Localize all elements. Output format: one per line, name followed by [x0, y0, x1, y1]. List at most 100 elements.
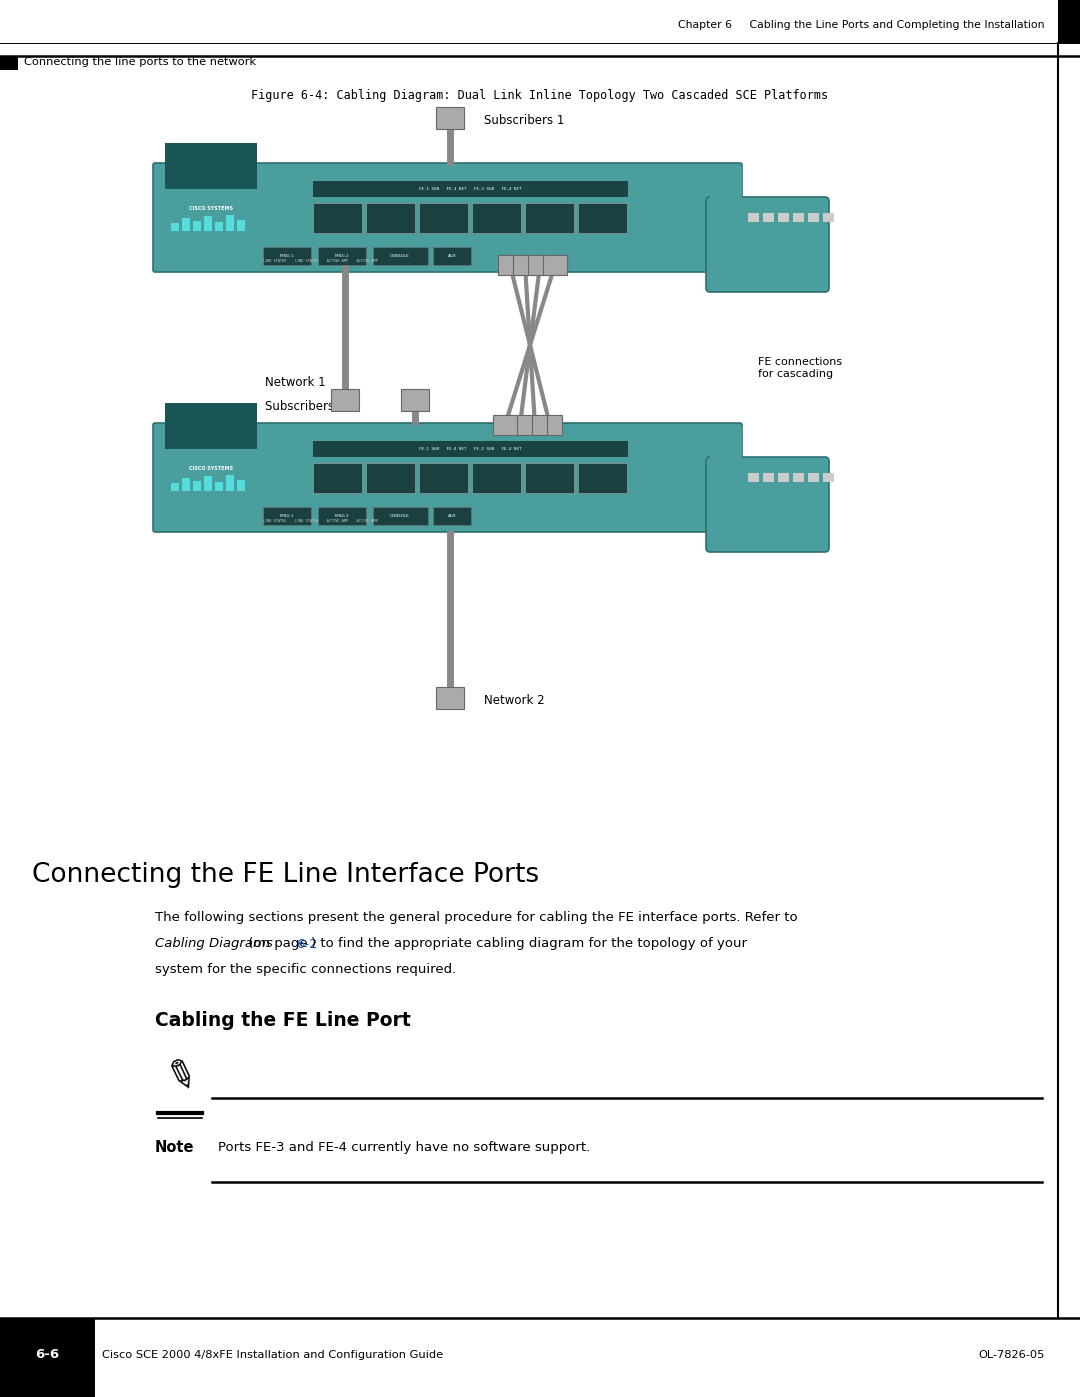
Bar [313, 203, 362, 233]
Bar [1058, 0, 1080, 43]
Bar [508, 415, 532, 434]
Text: Cabling Diagrams: Cabling Diagrams [156, 937, 273, 950]
Bar [0, 56, 18, 70]
FancyBboxPatch shape [153, 163, 742, 272]
Bar [748, 212, 759, 222]
Bar [318, 507, 366, 525]
Text: FIBRA  FIBRS  STATUS: FIBRA FIBRS STATUS [748, 447, 796, 451]
Bar [313, 182, 627, 197]
Bar [472, 462, 521, 493]
Text: CONSOLE: CONSOLE [390, 514, 410, 518]
Bar [215, 222, 222, 231]
FancyBboxPatch shape [706, 457, 829, 552]
Bar [710, 168, 742, 263]
Bar [523, 415, 546, 434]
Text: ) to find the appropriate cabling diagram for the topology of your: ) to find the appropriate cabling diagra… [311, 937, 747, 950]
Text: Connecting the FE Line Interface Ports: Connecting the FE Line Interface Ports [32, 862, 539, 888]
Text: MNG 2: MNG 2 [335, 514, 349, 518]
Text: Network 2: Network 2 [484, 693, 544, 707]
Bar [543, 256, 567, 275]
Bar [710, 427, 742, 522]
Bar [472, 203, 521, 233]
Bar [373, 247, 428, 265]
Text: (on page: (on page [244, 937, 312, 950]
Text: FE connections
for cascading: FE connections for cascading [758, 358, 842, 379]
Text: Connecting the line ports to the network: Connecting the line ports to the network [24, 57, 256, 67]
Bar [433, 247, 471, 265]
Bar [318, 247, 366, 265]
Bar [313, 441, 627, 457]
Bar [165, 402, 257, 448]
Bar [264, 507, 311, 525]
Text: MNG 1: MNG 1 [280, 254, 294, 258]
Bar [171, 224, 179, 231]
Bar [808, 212, 819, 222]
Bar [366, 203, 415, 233]
Bar [762, 474, 774, 482]
Bar [193, 221, 201, 231]
Bar [183, 478, 190, 490]
Bar [0, 1317, 95, 1397]
Text: LINK STATUS    LINK STATUS    ACTIVE AMP    ACTIVE AMP: LINK STATUS LINK STATUS ACTIVE AMP ACTIV… [264, 520, 378, 522]
FancyBboxPatch shape [706, 197, 829, 292]
Bar [366, 462, 415, 493]
Bar [401, 388, 429, 411]
Text: system for the specific connections required.: system for the specific connections requ… [156, 964, 456, 977]
Text: OL-7826-05: OL-7826-05 [978, 1350, 1045, 1361]
Bar [313, 462, 362, 493]
Text: Ports FE-3 and FE-4 currently have no software support.: Ports FE-3 and FE-4 currently have no so… [218, 1141, 591, 1154]
Bar [823, 212, 834, 222]
Bar [171, 483, 179, 490]
Bar [578, 203, 627, 233]
Bar [525, 203, 573, 233]
Bar [823, 474, 834, 482]
Bar [165, 142, 257, 189]
Text: Chapter 6     Cabling the Line Ports and Completing the Installation: Chapter 6 Cabling the Line Ports and Com… [678, 20, 1045, 29]
Text: ✎: ✎ [158, 1055, 202, 1101]
Text: FE-1 SUB   FE-4 NET   FE-2 SUB   FE-4 NET: FE-1 SUB FE-4 NET FE-2 SUB FE-4 NET [419, 187, 522, 191]
Text: CISCO SYSTEMS: CISCO SYSTEMS [189, 205, 233, 211]
Bar [373, 507, 428, 525]
Bar [436, 687, 464, 710]
Bar [436, 108, 464, 129]
Text: CONSOLE: CONSOLE [390, 254, 410, 258]
Bar [778, 212, 789, 222]
Bar [264, 247, 311, 265]
Text: Note: Note [156, 1140, 194, 1155]
Text: MNG 1: MNG 1 [280, 514, 294, 518]
Text: Cabling the FE Line Port: Cabling the FE Line Port [156, 1010, 410, 1030]
Bar [538, 415, 562, 434]
Bar [528, 256, 552, 275]
Bar [513, 256, 537, 275]
Bar [793, 212, 804, 222]
Bar [778, 474, 789, 482]
Bar [793, 474, 804, 482]
Text: AUX: AUX [447, 254, 457, 258]
Text: FIBRA  FIBRS  STATUS: FIBRA FIBRS STATUS [748, 187, 796, 191]
Text: 6-6: 6-6 [35, 1348, 59, 1362]
Bar [525, 462, 573, 493]
Bar [419, 203, 468, 233]
Text: AUX: AUX [447, 514, 457, 518]
Bar [226, 215, 234, 231]
Bar [578, 462, 627, 493]
Text: Cisco SCE 2000 4/8xFE Installation and Configuration Guide: Cisco SCE 2000 4/8xFE Installation and C… [102, 1350, 443, 1361]
Bar [237, 219, 245, 231]
Bar [237, 481, 245, 490]
Bar [419, 462, 468, 493]
Text: Subscribers 1: Subscribers 1 [484, 113, 565, 127]
Text: Subscribers 2: Subscribers 2 [265, 400, 346, 412]
Bar [226, 475, 234, 490]
Bar [762, 212, 774, 222]
Bar [498, 256, 522, 275]
Bar [492, 415, 517, 434]
Text: MNG 2: MNG 2 [335, 254, 349, 258]
Bar [204, 217, 212, 231]
Bar [193, 481, 201, 490]
Bar [808, 474, 819, 482]
Text: FE-1 SUB   FE-4 NET   FE-2 SUB   FE-4 NET: FE-1 SUB FE-4 NET FE-2 SUB FE-4 NET [419, 447, 522, 451]
Text: The following sections present the general procedure for cabling the FE interfac: The following sections present the gener… [156, 911, 798, 925]
Text: 6-2: 6-2 [296, 937, 318, 950]
Bar [330, 388, 359, 411]
Bar [748, 474, 759, 482]
